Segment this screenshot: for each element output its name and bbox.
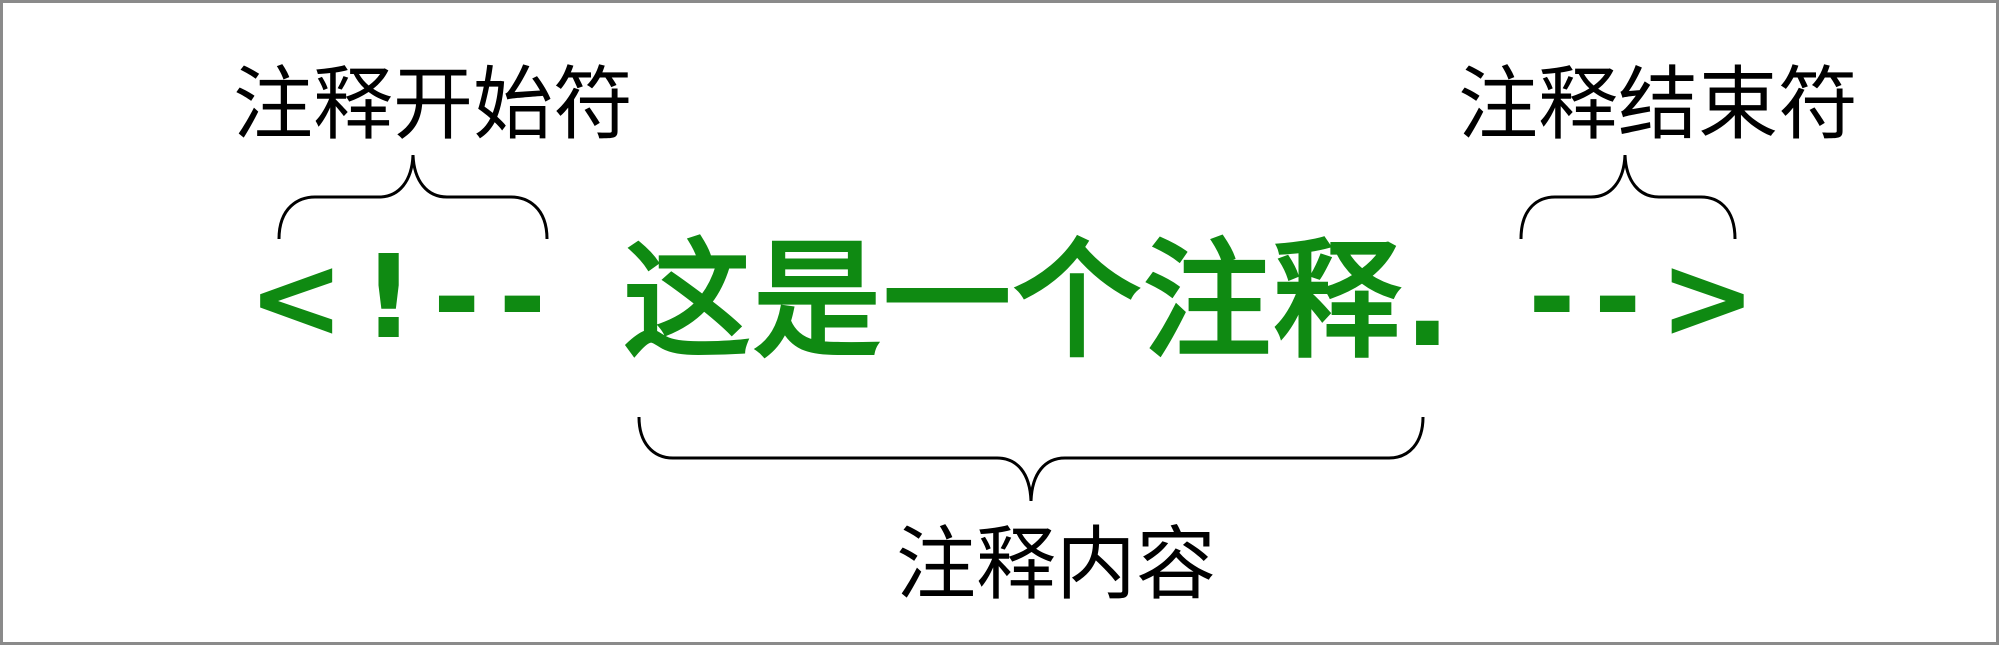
comment-body-text: 这是一个注释. xyxy=(623,227,1454,376)
brace-comment-end xyxy=(1519,154,1737,240)
comment-open-token: <!-- xyxy=(248,231,565,365)
brace-comment-start xyxy=(277,154,549,240)
comment-start-label: 注释开始符 xyxy=(233,58,633,151)
comment-close-token: --> xyxy=(1528,231,1774,365)
comment-end-label: 注释结束符 xyxy=(1458,58,1858,151)
brace-comment-content xyxy=(637,416,1425,502)
comment-content-label: 注释内容 xyxy=(896,518,1216,611)
braces-layer xyxy=(277,154,1737,502)
